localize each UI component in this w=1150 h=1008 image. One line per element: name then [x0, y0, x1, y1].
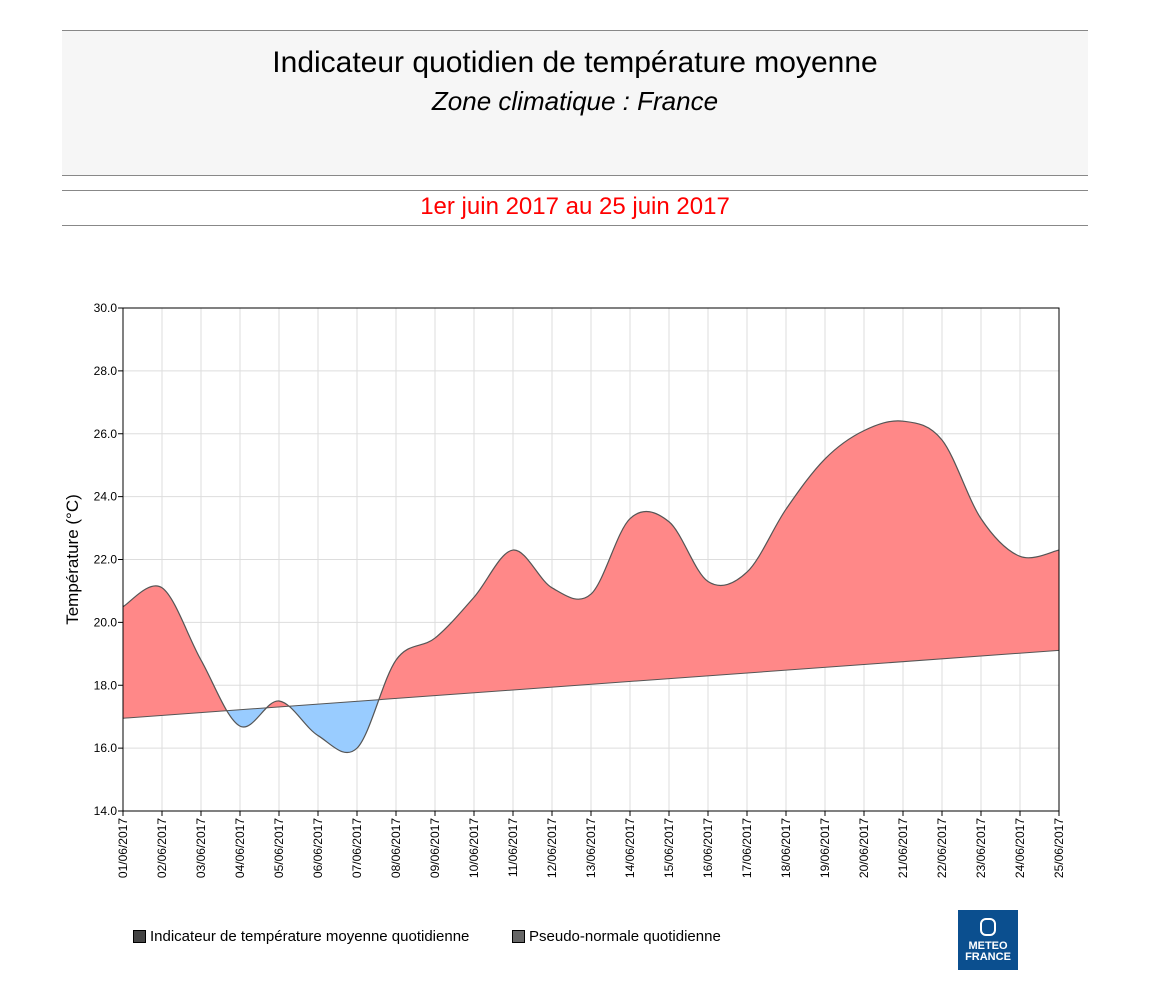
logo-text: FRANCE: [965, 951, 1011, 963]
legend-item-normal: Pseudo-normale quotidienne: [512, 928, 721, 945]
y-axis-label: Température (°C): [63, 494, 82, 625]
logo-icon: [980, 918, 996, 936]
y-tick-label: 30.0: [94, 301, 118, 315]
chart-subtitle: Zone climatique : France: [431, 86, 719, 116]
x-tick-label: 10/06/2017: [467, 818, 481, 878]
y-tick-label: 22.0: [94, 553, 118, 567]
legend-swatch: [512, 930, 525, 943]
y-tick-label: 20.0: [94, 615, 118, 629]
meteo-france-logo: METEO FRANCE: [958, 910, 1018, 970]
x-tick-label: 16/06/2017: [701, 818, 715, 878]
x-tick-label: 19/06/2017: [818, 818, 832, 878]
y-tick-label: 18.0: [94, 678, 118, 692]
x-tick-label: 22/06/2017: [935, 818, 949, 878]
area-above-normal: [123, 420, 1059, 719]
series-line-indicateur: [122, 420, 1060, 754]
x-tick-label: 12/06/2017: [545, 818, 559, 878]
header-panel: Indicateur quotidien de température moye…: [62, 30, 1088, 176]
series-line-pseudo-normale: [122, 649, 1060, 719]
y-tick-label: 14.0: [94, 804, 118, 818]
y-tick-label: 26.0: [94, 427, 118, 441]
x-tick-label: 04/06/2017: [233, 818, 247, 878]
y-tick-label: 24.0: [94, 490, 118, 504]
x-tick-label: 18/06/2017: [779, 818, 793, 878]
x-tick-label: 15/06/2017: [662, 818, 676, 878]
period-label: 1er juin 2017 au 25 juin 2017: [62, 190, 1088, 226]
chart: 14.0 16.0 18.0 20.0 22.0 24.0 26.0 28.0 30.0 01/0…: [63, 301, 1066, 878]
logo-text: METEO: [968, 940, 1008, 952]
x-tick-label: 21/06/2017: [896, 818, 910, 878]
x-tick-label: 20/06/2017: [857, 818, 871, 878]
x-tick-label: 08/06/2017: [389, 818, 403, 878]
x-tick-label: 17/06/2017: [740, 818, 754, 878]
x-tick-label: 05/06/2017: [272, 818, 286, 878]
x-tick-label: 25/06/2017: [1052, 818, 1066, 878]
x-tick-label: 07/06/2017: [350, 818, 364, 878]
x-tick-label: 03/06/2017: [194, 818, 208, 878]
x-tick-label: 13/06/2017: [584, 818, 598, 878]
x-tick-label: 23/06/2017: [974, 818, 988, 878]
x-tick-label: 02/06/2017: [155, 818, 169, 878]
y-tick-label: 28.0: [94, 364, 118, 378]
x-tick-label: 01/06/2017: [116, 818, 130, 878]
x-tick-label: 24/06/2017: [1013, 818, 1027, 878]
chart-title: Indicateur quotidien de température moye…: [272, 46, 878, 79]
x-tick-label: 14/06/2017: [623, 818, 637, 878]
x-tick-label: 11/06/2017: [506, 818, 520, 877]
legend-item-indicator: Indicateur de température moyenne quotid…: [133, 928, 469, 945]
y-tick-label: 16.0: [94, 741, 118, 755]
legend-swatch: [133, 930, 146, 943]
plot-frame: [122, 307, 1060, 812]
legend-label: Indicateur de température moyenne quotid…: [150, 928, 470, 945]
x-tick-label: 06/06/2017: [311, 818, 325, 878]
legend-label: Pseudo-normale quotidienne: [529, 928, 721, 945]
x-tick-label: 09/06/2017: [428, 818, 442, 878]
